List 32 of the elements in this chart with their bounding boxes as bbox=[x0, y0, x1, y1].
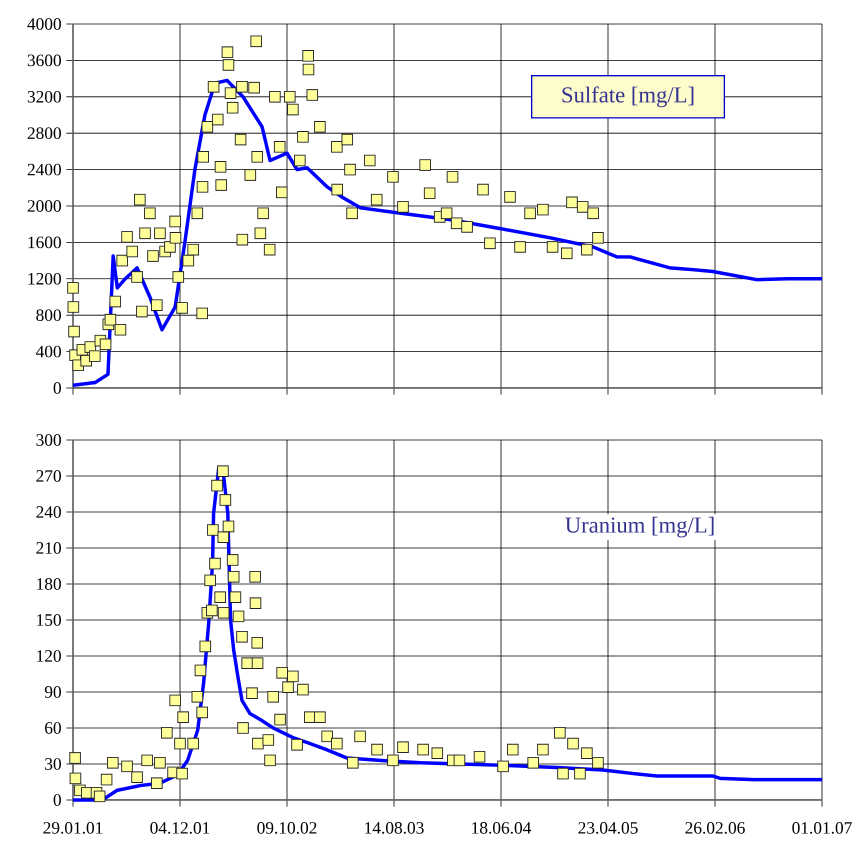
y-tick-label: 300 bbox=[36, 434, 61, 446]
y-tick-label: 4000 bbox=[27, 18, 61, 30]
y-tick-label: 30 bbox=[45, 758, 61, 770]
x-tick-label: 09.10.02 bbox=[257, 822, 316, 834]
text: Sulfate [mg/L] bbox=[562, 86, 694, 108]
x-tick-label: 14.08.03 bbox=[365, 822, 424, 834]
y-tick-label: 2800 bbox=[28, 127, 61, 140]
y-tick-label: 800 bbox=[36, 309, 61, 322]
y-tick-label: 60 bbox=[45, 722, 61, 734]
y-tick-label: 2400 bbox=[28, 164, 61, 176]
y-tick-label: 240 bbox=[36, 506, 61, 518]
x-tick-label: 26.02.06 bbox=[685, 822, 745, 834]
y-tick-label: 1600 bbox=[28, 236, 61, 248]
y-tick-label: 1200 bbox=[28, 272, 61, 285]
y-tick-label: 3200 bbox=[28, 90, 61, 103]
y-tick-label: 0 bbox=[54, 382, 61, 394]
y-tick-label: 90 bbox=[44, 686, 61, 698]
y-tick-label: 150 bbox=[37, 614, 61, 626]
y-tick-label: 3600 bbox=[28, 54, 61, 66]
x-tick-label: 04.12.01 bbox=[150, 822, 210, 834]
y-tick-label: 210 bbox=[36, 542, 61, 554]
y-tick-label: 270 bbox=[36, 470, 61, 482]
y-tick-label: 0 bbox=[54, 794, 61, 806]
y-tick-label: 2000 bbox=[28, 200, 61, 212]
x-tick-label: 23.04.05 bbox=[578, 822, 638, 834]
x-tick-label: 01.01.07 bbox=[792, 822, 852, 834]
text: Uranium [mg/L] bbox=[565, 516, 714, 538]
x-tick-label: 18.06.04 bbox=[472, 822, 532, 834]
y-tick-label: 180 bbox=[37, 578, 61, 590]
y-tick-label: 400 bbox=[36, 346, 61, 358]
x-tick-label: 29.01.01 bbox=[43, 822, 102, 834]
y-tick-label: 120 bbox=[37, 650, 61, 662]
